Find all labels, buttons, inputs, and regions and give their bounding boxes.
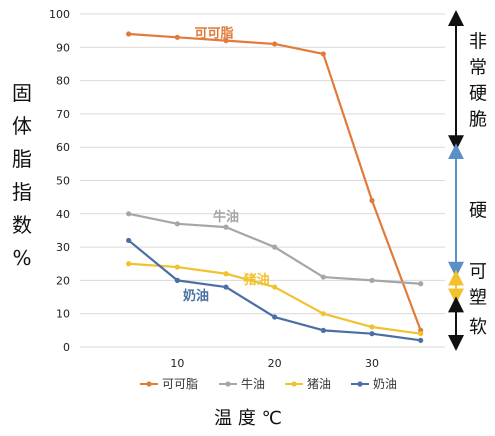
series-label: 奶油 (182, 288, 209, 304)
data-point (320, 311, 326, 317)
data-point (126, 237, 132, 244)
data-point (272, 41, 278, 47)
data-point (418, 337, 424, 343)
legend-marker (225, 381, 231, 387)
data-point (369, 324, 375, 330)
data-point (369, 197, 375, 204)
data-point (320, 327, 326, 333)
series-label: 可可脂 (194, 26, 233, 42)
data-point (223, 224, 229, 230)
y-tick-label: 30 (56, 241, 70, 254)
legend-entry: 可可脂 (162, 376, 198, 391)
data-point (126, 261, 132, 267)
legend-marker (291, 381, 297, 387)
legend-entry: 牛油 (241, 376, 265, 391)
data-point (174, 221, 180, 227)
legend-marker (146, 381, 152, 387)
y-tick-label: 70 (56, 108, 70, 121)
legend-entry: 猪油 (307, 377, 331, 391)
series-label: 牛油 (213, 209, 239, 225)
band-label: 软 (469, 317, 487, 338)
y-tick-label: 20 (56, 274, 70, 287)
gridlines (80, 13, 445, 348)
band-label: 可塑 (469, 262, 487, 309)
data-point (369, 331, 375, 337)
y-tick-label: 10 (56, 308, 70, 321)
legend: 可可脂 牛油 猪油 奶油 (140, 376, 397, 391)
data-point (320, 51, 326, 57)
y-tick-label: 80 (56, 75, 70, 88)
data-point (223, 271, 229, 277)
data-point (418, 281, 424, 287)
axes: 0 10 20 30 40 50 60 70 80 90 100 10 20 30 (49, 8, 379, 370)
data-point (272, 314, 278, 320)
x-tick-label: 10 (170, 357, 184, 370)
band-label: 硬 (469, 200, 487, 221)
data-point (369, 277, 375, 283)
y-tick-label: 100 (49, 8, 70, 21)
x-axis-title: 温 度 ℃ (214, 408, 282, 429)
y-axis-title: 固体脂指数% (12, 81, 32, 270)
y-tick-label: 0 (63, 341, 70, 354)
series-line-3 (127, 239, 421, 342)
data-point (418, 331, 424, 337)
axis-titles: 固体脂指数% 温 度 ℃ (12, 81, 282, 429)
legend-marker (357, 381, 363, 387)
legend-entry: 奶油 (373, 377, 397, 391)
band-label: 非常硬脆 (469, 32, 487, 131)
x-tick-label: 20 (268, 357, 282, 370)
y-tick-label: 50 (56, 175, 70, 188)
data-point (272, 284, 278, 290)
data-point (174, 277, 180, 283)
y-tick-label: 90 (56, 41, 70, 54)
data-point (272, 244, 278, 250)
x-tick-label: 30 (365, 357, 379, 370)
y-tick-label: 40 (56, 208, 70, 221)
data-point (320, 274, 326, 280)
data-point (223, 38, 229, 44)
data-point (223, 284, 229, 290)
data-point (174, 264, 180, 270)
series-line-2 (128, 262, 421, 335)
data-point (126, 211, 132, 217)
series (126, 31, 424, 343)
data-point (174, 34, 180, 40)
y-tick-label: 60 (56, 141, 70, 154)
data-point (126, 31, 132, 37)
series-label: 猪油 (243, 272, 270, 288)
